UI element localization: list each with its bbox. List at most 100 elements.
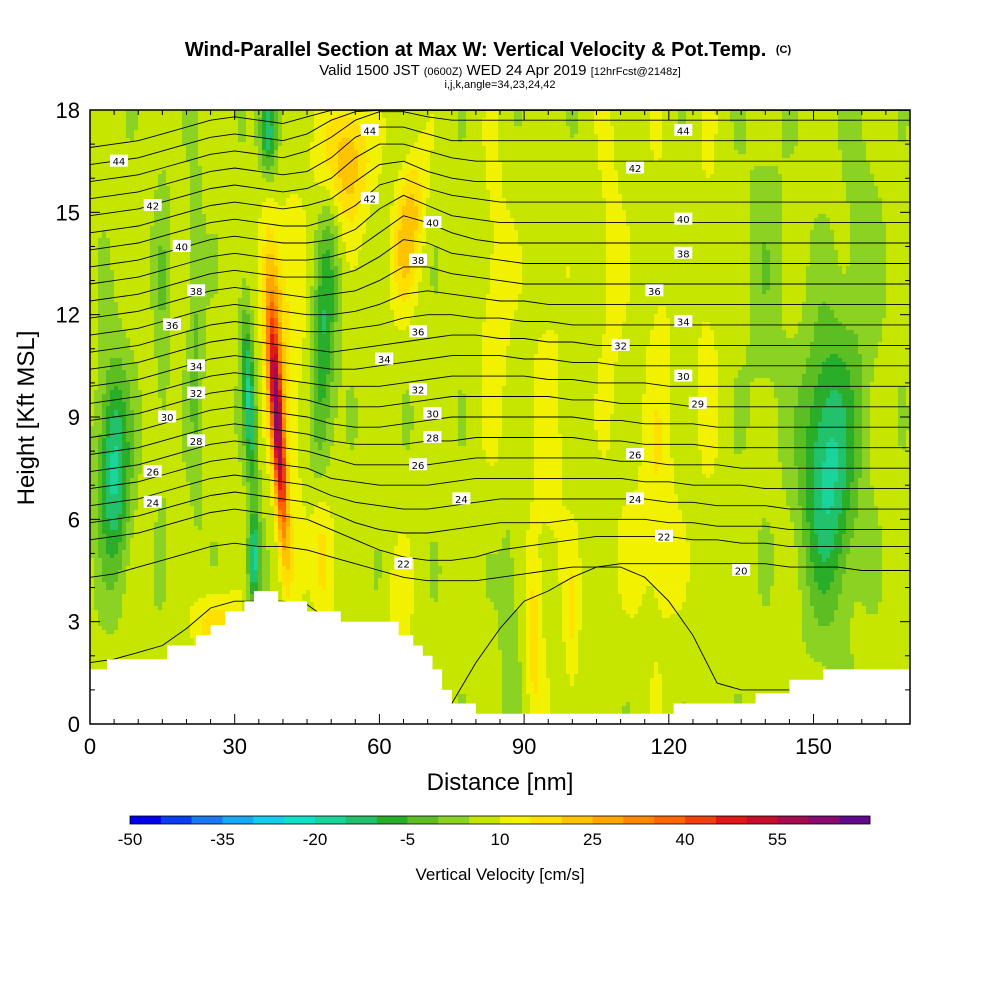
velocity-cell (558, 186, 563, 191)
velocity-cell (806, 174, 811, 179)
velocity-cell (254, 202, 259, 207)
velocity-cell (650, 186, 655, 191)
velocity-cell (570, 122, 575, 127)
velocity-cell (378, 166, 383, 171)
velocity-cell (206, 182, 211, 187)
velocity-cell (682, 166, 687, 171)
velocity-cell (190, 150, 195, 155)
velocity-cell (206, 126, 211, 131)
velocity-cell (886, 126, 891, 131)
velocity-cell (202, 202, 207, 207)
velocity-cell (546, 146, 551, 151)
velocity-cell (754, 130, 759, 135)
velocity-cell (286, 126, 291, 131)
velocity-cell (742, 158, 747, 163)
velocity-cell (138, 186, 143, 191)
velocity-cell (226, 126, 231, 131)
velocity-cell (210, 162, 215, 167)
velocity-cell (666, 150, 671, 155)
velocity-cell (670, 198, 675, 203)
velocity-cell (750, 194, 755, 199)
velocity-cell (502, 138, 507, 143)
velocity-cell (426, 154, 431, 159)
velocity-cell (842, 186, 847, 191)
velocity-cell (346, 142, 351, 147)
velocity-cell (198, 126, 203, 131)
velocity-cell (518, 122, 523, 127)
velocity-cell (674, 154, 679, 159)
velocity-cell (862, 178, 867, 183)
velocity-cell (414, 126, 419, 131)
velocity-cell (390, 178, 395, 183)
velocity-cell (458, 158, 463, 163)
velocity-cell (474, 198, 479, 203)
velocity-cell (538, 178, 543, 183)
velocity-cell (154, 114, 159, 119)
velocity-cell (706, 174, 711, 179)
velocity-cell (154, 182, 159, 187)
velocity-cell (182, 142, 187, 147)
velocity-cell (346, 130, 351, 135)
velocity-cell (278, 134, 283, 139)
velocity-cell (206, 206, 211, 211)
velocity-cell (390, 118, 395, 123)
velocity-cell (658, 174, 663, 179)
velocity-cell (186, 206, 191, 211)
velocity-cell (278, 122, 283, 127)
velocity-cell (630, 130, 635, 135)
velocity-cell (374, 150, 379, 155)
velocity-cell (886, 198, 891, 203)
velocity-cell (674, 138, 679, 143)
velocity-cell (474, 186, 479, 191)
velocity-cell (370, 158, 375, 163)
velocity-cell (218, 206, 223, 211)
velocity-cell (862, 194, 867, 199)
velocity-cell (338, 206, 343, 211)
velocity-cell (242, 142, 247, 147)
velocity-cell (98, 146, 103, 151)
velocity-cell (218, 126, 223, 131)
velocity-cell (550, 166, 555, 171)
velocity-cell (662, 174, 667, 179)
velocity-cell (714, 126, 719, 131)
velocity-cell (250, 194, 255, 199)
velocity-cell (762, 198, 767, 203)
velocity-cell (638, 194, 643, 199)
velocity-cell (830, 182, 835, 187)
velocity-cell (378, 190, 383, 195)
velocity-cell (746, 158, 751, 163)
velocity-cell (822, 154, 827, 159)
velocity-cell (458, 122, 463, 127)
velocity-cell (266, 178, 271, 183)
velocity-cell (642, 198, 647, 203)
velocity-cell (214, 118, 219, 123)
velocity-cell (326, 138, 331, 143)
velocity-cell (658, 170, 663, 175)
velocity-cell (730, 170, 735, 175)
velocity-cell (106, 166, 111, 171)
velocity-cell (206, 150, 211, 155)
velocity-cell (326, 178, 331, 183)
velocity-cell (138, 130, 143, 135)
velocity-cell (806, 114, 811, 119)
velocity-cell (634, 130, 639, 135)
velocity-cell (486, 202, 491, 207)
velocity-cell (130, 170, 135, 175)
velocity-cell (762, 150, 767, 155)
velocity-cell (554, 142, 559, 147)
velocity-cell (98, 186, 103, 191)
velocity-cell (646, 126, 651, 131)
velocity-cell (122, 198, 127, 203)
velocity-cell (806, 158, 811, 163)
velocity-cell (594, 142, 599, 147)
velocity-cell (438, 130, 443, 135)
velocity-cell (238, 194, 243, 199)
velocity-cell (318, 174, 323, 179)
velocity-cell (238, 166, 243, 171)
velocity-cell (838, 150, 843, 155)
velocity-cell (534, 178, 539, 183)
velocity-cell (750, 170, 755, 175)
velocity-cell (806, 170, 811, 175)
velocity-cell (166, 206, 171, 211)
velocity-cell (450, 158, 455, 163)
